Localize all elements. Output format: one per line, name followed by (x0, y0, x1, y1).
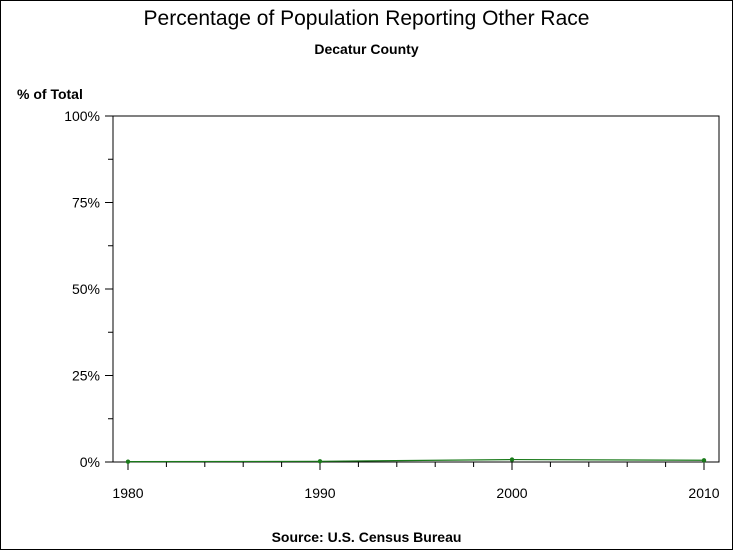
y-tick-label: 0% (80, 454, 100, 470)
y-axis: 0% 25% 50% 75% 100% (64, 108, 113, 470)
source-note: Source: U.S. Census Bureau (271, 529, 462, 545)
series-line (127, 458, 705, 463)
plot-area-border (112, 115, 720, 463)
data-point (125, 459, 131, 464)
chart-subtitle: Decatur County (314, 41, 419, 57)
x-tick-label: 1980 (112, 485, 143, 501)
x-axis: 1980 1990 2000 2010 (112, 462, 720, 501)
series-layer (125, 457, 707, 464)
y-tick-label: 75% (72, 195, 100, 211)
y-tick-label: 50% (72, 281, 100, 297)
data-point (701, 458, 707, 463)
x-tick-label: 2000 (496, 485, 527, 501)
data-point (317, 459, 323, 464)
data-point (509, 457, 515, 462)
chart-title: Percentage of Population Reporting Other… (143, 7, 590, 30)
y-tick-label: 25% (72, 368, 100, 384)
y-axis-label: % of Total (17, 86, 83, 102)
x-tick-label: 2010 (688, 485, 719, 501)
x-tick-label: 1990 (304, 485, 335, 501)
y-tick-label: 100% (64, 108, 100, 124)
